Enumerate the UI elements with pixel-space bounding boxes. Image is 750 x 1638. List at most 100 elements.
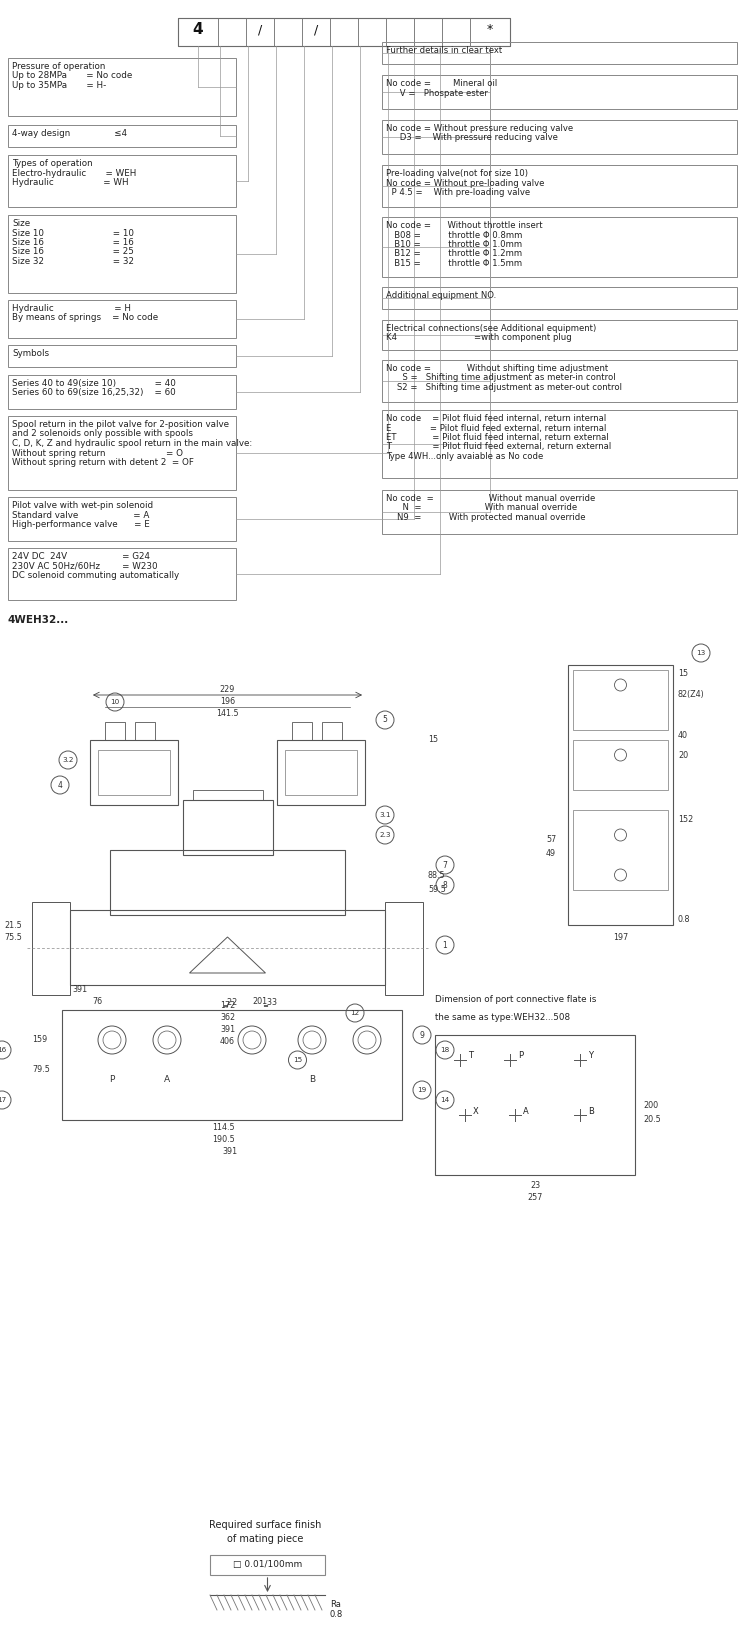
Bar xyxy=(8,215,236,293)
Bar xyxy=(8,496,236,541)
Text: 196: 196 xyxy=(220,698,235,706)
Bar xyxy=(442,18,470,46)
Text: /: / xyxy=(314,23,318,36)
Text: Pressure of operation: Pressure of operation xyxy=(12,62,105,70)
Bar xyxy=(62,1011,402,1120)
Bar xyxy=(302,18,330,46)
Text: 10: 10 xyxy=(110,699,120,704)
Text: Symbols: Symbols xyxy=(12,349,50,359)
Text: Type 4WH...only avaiable as No code: Type 4WH...only avaiable as No code xyxy=(386,452,543,460)
Bar xyxy=(435,1035,635,1174)
Text: B15 =          throttle Φ 1.5mm: B15 = throttle Φ 1.5mm xyxy=(386,259,522,269)
Text: 159: 159 xyxy=(32,1035,47,1045)
Bar xyxy=(105,722,125,740)
Text: 12: 12 xyxy=(350,1011,360,1016)
Text: 23: 23 xyxy=(530,1181,540,1189)
Bar xyxy=(277,740,365,804)
Bar xyxy=(382,490,737,534)
Bar xyxy=(8,375,236,410)
Text: B: B xyxy=(309,1075,315,1084)
Text: B08 =          throttle Φ 0.8mm: B08 = throttle Φ 0.8mm xyxy=(386,231,522,239)
Text: Without spring return                      = O: Without spring return = O xyxy=(12,449,183,457)
Text: Required surface finish: Required surface finish xyxy=(209,1520,321,1530)
Bar xyxy=(90,740,178,804)
Bar xyxy=(8,416,236,490)
Text: V =   Phospate ester: V = Phospate ester xyxy=(386,88,488,98)
Bar xyxy=(292,722,312,740)
Text: T               = Pilot fluid feed external, return external: T = Pilot fluid feed external, return ex… xyxy=(386,442,611,452)
Text: 21.5: 21.5 xyxy=(4,921,22,929)
Text: 3.1: 3.1 xyxy=(380,812,391,817)
Text: 172: 172 xyxy=(220,1001,236,1009)
Text: P: P xyxy=(518,1052,524,1060)
Text: ET             = Pilot fluid feed internal, return external: ET = Pilot fluid feed internal, return e… xyxy=(386,432,609,442)
Text: Up to 35MPa       = H-: Up to 35MPa = H- xyxy=(12,80,106,90)
Text: Electro-hydraulic       = WEH: Electro-hydraulic = WEH xyxy=(12,169,136,177)
Text: 152: 152 xyxy=(678,816,693,824)
Text: 18: 18 xyxy=(440,1047,450,1053)
Text: E              = Pilot fluid feed external, return internal: E = Pilot fluid feed external, return in… xyxy=(386,424,606,432)
Bar xyxy=(358,18,386,46)
Text: 14: 14 xyxy=(440,1097,450,1102)
Text: No code =      Without throttle insert: No code = Without throttle insert xyxy=(386,221,542,229)
Text: P: P xyxy=(110,1075,115,1084)
Bar xyxy=(193,790,262,799)
Text: Pre-loading valve(not for size 10): Pre-loading valve(not for size 10) xyxy=(386,169,528,179)
Text: 362: 362 xyxy=(220,1012,235,1022)
Bar xyxy=(382,410,737,478)
Text: X: X xyxy=(473,1107,478,1115)
Bar xyxy=(210,1554,325,1576)
Text: 15: 15 xyxy=(678,668,688,678)
Text: DC solenoid commuting automatically: DC solenoid commuting automatically xyxy=(12,572,179,580)
Text: 24V DC  24V                    = G24: 24V DC 24V = G24 xyxy=(12,552,150,560)
Text: 20: 20 xyxy=(678,750,688,760)
Text: Ra: Ra xyxy=(330,1600,340,1609)
Text: No code = Without pre-loading valve: No code = Without pre-loading valve xyxy=(386,179,544,187)
Text: D3 =    With pressure reducing valve: D3 = With pressure reducing valve xyxy=(386,134,558,143)
Text: 141.5: 141.5 xyxy=(216,709,238,719)
Text: 197: 197 xyxy=(613,932,628,942)
Text: No code = Without pressure reducing valve: No code = Without pressure reducing valv… xyxy=(386,124,573,133)
Text: 9: 9 xyxy=(419,1030,424,1040)
Text: 1: 1 xyxy=(442,940,447,950)
Bar xyxy=(8,346,236,367)
Text: 75.5: 75.5 xyxy=(4,934,22,942)
Bar xyxy=(110,850,345,916)
Text: S2 =   Shifting time adjustment as meter-out control: S2 = Shifting time adjustment as meter-o… xyxy=(386,383,622,391)
Text: 0.8: 0.8 xyxy=(330,1610,344,1618)
Bar xyxy=(573,740,668,790)
Text: ̳22: ̳22 xyxy=(227,998,237,1006)
Text: By means of springs    = No code: By means of springs = No code xyxy=(12,313,158,323)
Text: High-performance valve      = E: High-performance valve = E xyxy=(12,519,150,529)
Text: 391: 391 xyxy=(222,1148,237,1156)
Text: 16: 16 xyxy=(0,1047,7,1053)
Bar xyxy=(135,722,155,740)
Text: Without spring return with detent 2  = OF: Without spring return with detent 2 = OF xyxy=(12,459,194,467)
Text: 76: 76 xyxy=(92,998,102,1006)
Bar xyxy=(382,360,737,401)
Text: 19: 19 xyxy=(417,1088,427,1093)
Text: Hydraulic                  = WH: Hydraulic = WH xyxy=(12,179,129,187)
Bar xyxy=(382,287,737,310)
Text: B10 =          throttle Φ 1.0mm: B10 = throttle Φ 1.0mm xyxy=(386,241,522,249)
Text: No code    = Pilot fluid feed internal, return internal: No code = Pilot fluid feed internal, ret… xyxy=(386,414,606,423)
Text: Y: Y xyxy=(588,1052,593,1060)
Bar xyxy=(382,43,737,64)
Text: A: A xyxy=(164,1075,170,1084)
Text: Up to 28MPa       = No code: Up to 28MPa = No code xyxy=(12,72,132,80)
Bar xyxy=(246,18,274,46)
Text: 230V AC 50Hz/60Hz        = W230: 230V AC 50Hz/60Hz = W230 xyxy=(12,562,158,570)
Text: 8: 8 xyxy=(442,881,447,889)
Text: 200: 200 xyxy=(643,1101,658,1109)
Text: 82(Z4): 82(Z4) xyxy=(678,691,705,699)
Text: and 2 solenoids only possible with spools: and 2 solenoids only possible with spool… xyxy=(12,429,193,439)
Text: N9  =          With protected manual override: N9 = With protected manual override xyxy=(386,513,586,523)
Text: Size 32                         = 32: Size 32 = 32 xyxy=(12,257,134,265)
Text: 229: 229 xyxy=(220,685,236,695)
Text: 391: 391 xyxy=(220,1024,235,1034)
Text: 391: 391 xyxy=(72,986,87,994)
Text: Size: Size xyxy=(12,219,30,228)
Text: 57: 57 xyxy=(546,835,556,845)
Text: B12 =          throttle Φ 1.2mm: B12 = throttle Φ 1.2mm xyxy=(386,249,522,259)
Text: Additional equipment NO.: Additional equipment NO. xyxy=(386,292,496,300)
